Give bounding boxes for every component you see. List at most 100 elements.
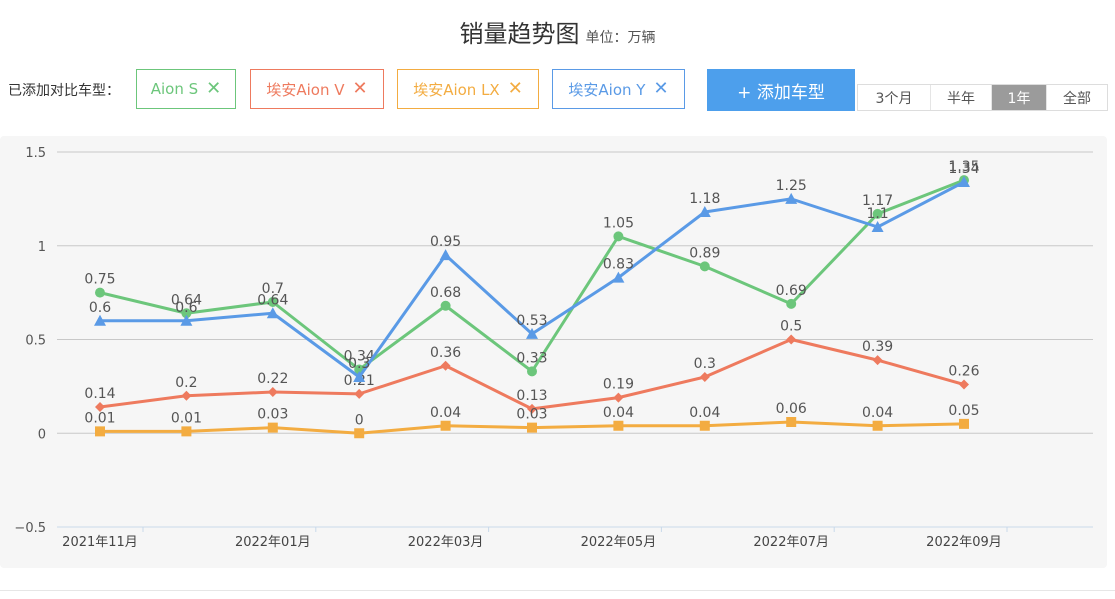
model-tag-aion-y[interactable]: 埃安Aion Y ✕	[552, 69, 685, 109]
data-label: 0.89	[689, 245, 720, 261]
data-point	[872, 208, 883, 219]
data-point	[613, 231, 624, 242]
data-label: 0.68	[430, 285, 461, 301]
data-label: 1.1	[866, 206, 888, 222]
data-label: 1.18	[689, 191, 720, 207]
data-label: 0.75	[84, 272, 115, 288]
data-point	[95, 402, 105, 412]
close-icon[interactable]: ✕	[352, 78, 368, 99]
data-label: 0.53	[516, 313, 547, 329]
time-range-selector: 3个月 半年 1年 全部	[857, 84, 1108, 111]
data-label: 0.33	[516, 350, 547, 366]
data-label: 0	[355, 412, 364, 428]
data-point	[527, 366, 537, 377]
data-point	[527, 422, 537, 433]
data-label: 0.19	[603, 377, 634, 393]
data-point	[959, 418, 969, 429]
data-label: 0.04	[430, 405, 461, 421]
data-point	[959, 379, 969, 390]
data-point	[872, 420, 883, 431]
data-label: 0.39	[862, 339, 893, 355]
data-point	[699, 372, 710, 382]
data-label: 0.83	[603, 257, 634, 273]
data-point	[699, 261, 710, 272]
series-line	[99, 178, 965, 373]
data-label: 0.5	[780, 319, 802, 335]
data-label: 0.22	[257, 371, 288, 387]
data-label: 0.3	[694, 356, 716, 372]
data-point	[785, 192, 798, 204]
data-label: 0.01	[171, 410, 202, 426]
y-tick-label: 1.5	[25, 146, 46, 161]
range-1-year[interactable]: 1年	[991, 85, 1046, 110]
model-tag-aion-v[interactable]: 埃安Aion V ✕	[250, 69, 384, 109]
data-point	[613, 392, 624, 403]
data-label: 0.6	[89, 300, 111, 316]
data-point	[699, 420, 710, 431]
model-tag-aion-s[interactable]: Aion S ✕	[136, 69, 236, 109]
data-point	[440, 300, 451, 311]
data-label: 0.64	[171, 292, 202, 308]
data-point	[353, 371, 366, 382]
data-label: 0.06	[776, 401, 807, 417]
range-3-months[interactable]: 3个月	[858, 85, 930, 110]
model-tag-label: 埃安Aion LX	[413, 80, 500, 99]
data-point	[872, 355, 883, 366]
data-point	[440, 420, 451, 431]
data-point	[440, 360, 451, 371]
data-label: 0.05	[948, 403, 979, 419]
y-tick-label: 0.5	[25, 334, 46, 349]
page-title: 销量趋势图	[459, 20, 580, 48]
data-label: 1.17	[862, 193, 893, 209]
data-label: 0.2	[175, 375, 197, 391]
data-point	[786, 417, 797, 427]
data-label: 0.04	[603, 405, 634, 421]
data-label: 0.34	[344, 349, 375, 365]
data-point	[526, 327, 538, 339]
data-label: 0.01	[84, 410, 115, 426]
data-label: 0.04	[689, 405, 720, 421]
close-icon[interactable]: ✕	[507, 78, 523, 99]
model-tag-aion-lx[interactable]: 埃安Aion LX ✕	[397, 69, 539, 109]
close-icon[interactable]: ✕	[653, 78, 669, 99]
x-tick-label: 2022年01月	[235, 535, 311, 550]
data-label: 1.35	[948, 159, 979, 175]
x-tick-label: 2022年07月	[753, 535, 829, 550]
x-tick-label: 2022年05月	[581, 535, 657, 550]
data-point	[354, 388, 365, 399]
data-label: 0.69	[776, 283, 807, 299]
add-model-button[interactable]: + 添加车型	[707, 69, 855, 111]
data-point	[439, 249, 452, 261]
data-point	[180, 314, 193, 326]
data-label: 0.7	[262, 281, 284, 297]
data-label: 0.04	[862, 405, 893, 421]
data-point	[786, 298, 797, 309]
range-half-year[interactable]: 半年	[930, 85, 991, 110]
x-tick-label: 2022年09月	[926, 535, 1002, 550]
range-all[interactable]: 全部	[1046, 85, 1107, 110]
data-point	[613, 420, 624, 431]
x-tick-label: 2022年03月	[408, 535, 484, 550]
close-icon[interactable]: ✕	[206, 78, 222, 99]
compare-label: 已添加对比车型：	[8, 83, 120, 99]
data-label: 1.05	[603, 215, 634, 231]
data-label: 0.95	[430, 234, 461, 250]
data-label: 0.64	[257, 292, 288, 308]
data-point	[267, 297, 278, 307]
divider	[0, 590, 1115, 591]
data-label: 0.14	[84, 386, 115, 402]
y-tick-label: 0	[38, 427, 46, 442]
data-point	[266, 307, 279, 319]
y-tick-label: 1	[38, 240, 46, 255]
data-label: 0.6	[175, 300, 197, 316]
data-point	[612, 271, 625, 283]
data-point	[181, 308, 192, 319]
data-label: 0.03	[257, 407, 288, 423]
data-point	[267, 422, 278, 433]
model-tag-label: 埃安Aion Y	[568, 80, 646, 99]
data-label: 0.13	[516, 388, 547, 404]
data-point	[354, 428, 365, 439]
data-point	[95, 426, 105, 437]
data-label: 0.3	[348, 356, 370, 372]
